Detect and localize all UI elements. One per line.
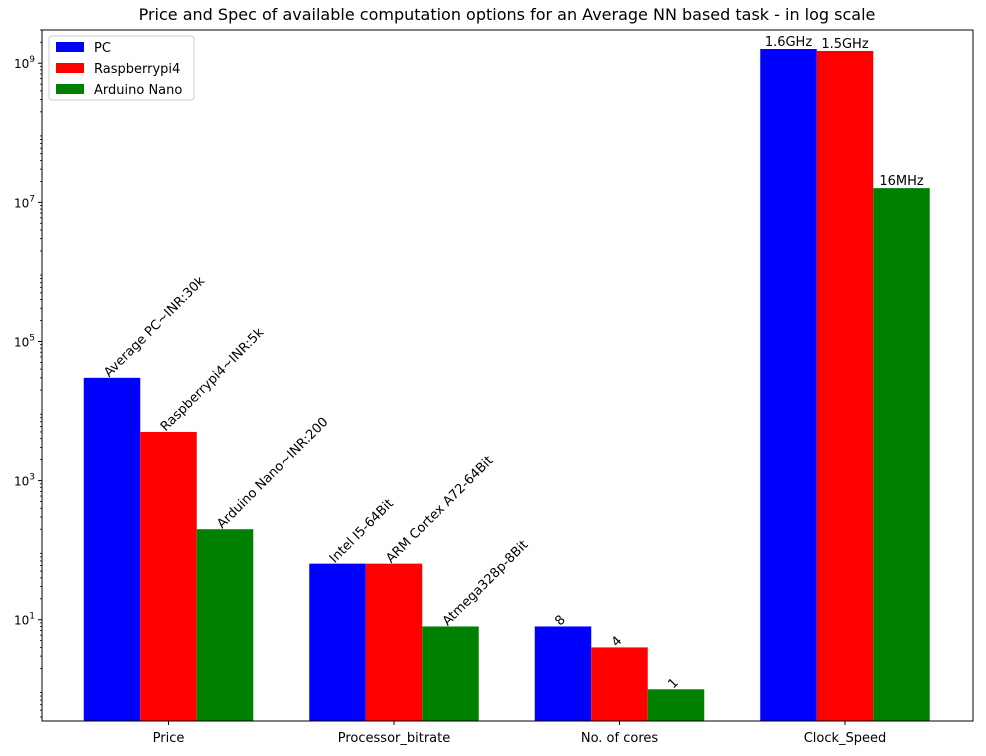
bar-arduino-nano — [647, 689, 705, 721]
bar-arduino-nano — [196, 529, 254, 721]
y-tick-label: 101 — [14, 612, 35, 628]
bar-value-label: Average PC~INR:30k — [101, 273, 208, 380]
legend: PC Raspberrypi4 Arduino Nano — [48, 35, 195, 101]
y-tick-exponent: 9 — [29, 55, 35, 65]
bar-value-label: 1.6GHz — [765, 35, 813, 50]
legend-swatch — [56, 42, 84, 52]
bar-pc — [534, 626, 592, 721]
y-tick-base: 10 — [14, 475, 29, 489]
bar-value-label: 16MHz — [879, 174, 924, 189]
bar-raspberrypi4 — [365, 563, 423, 721]
y-tick-base: 10 — [14, 57, 29, 71]
legend-label: Raspberrypi4 — [94, 62, 180, 77]
legend-label: PC — [94, 41, 111, 56]
legend-swatch — [56, 84, 84, 94]
bar-pc — [309, 563, 366, 721]
x-tick-label: Price — [153, 731, 185, 746]
bar-pc — [760, 48, 817, 722]
y-tick-exponent: 1 — [29, 612, 35, 622]
y-tick-label: 109 — [14, 55, 35, 71]
y-tick-label: 105 — [14, 333, 35, 349]
y-tick-exponent: 5 — [29, 333, 35, 343]
y-tick-exponent: 7 — [29, 194, 35, 204]
plot-frame — [41, 29, 974, 722]
bar-arduino-nano — [873, 188, 930, 721]
bar-pc — [83, 377, 141, 721]
bar-value-label: Atmega328p-8Bit — [440, 538, 531, 629]
bar-value-label: ARM Cortex A72-64Bit — [383, 453, 496, 566]
bar-raspberrypi4 — [591, 647, 648, 721]
legend-box — [48, 35, 195, 101]
bar-raspberrypi4 — [140, 431, 197, 721]
bar-raspberrypi4 — [816, 50, 874, 722]
y-tick-base: 10 — [14, 614, 29, 628]
bar-arduino-nano — [422, 626, 479, 721]
bar-value-label: Raspberrypi4~INR:5k — [158, 325, 268, 435]
legend-swatch — [56, 63, 84, 73]
y-tick-label: 103 — [14, 473, 35, 489]
y-tick-base: 10 — [14, 335, 29, 349]
legend-label: Arduino Nano — [94, 83, 182, 98]
x-tick-label: Processor_bitrate — [338, 731, 450, 746]
y-tick-base: 10 — [14, 196, 29, 210]
x-tick-label: No. of cores — [581, 731, 659, 746]
x-tick-label: Clock_Speed — [804, 731, 887, 746]
bar-value-label: Arduino Nano~INR:200 — [214, 415, 331, 532]
y-tick-label: 107 — [14, 194, 35, 210]
bar-value-label: 1.5GHz — [821, 37, 869, 52]
y-tick-exponent: 3 — [29, 473, 35, 483]
chart-title: Price and Spec of available computation … — [139, 5, 876, 24]
